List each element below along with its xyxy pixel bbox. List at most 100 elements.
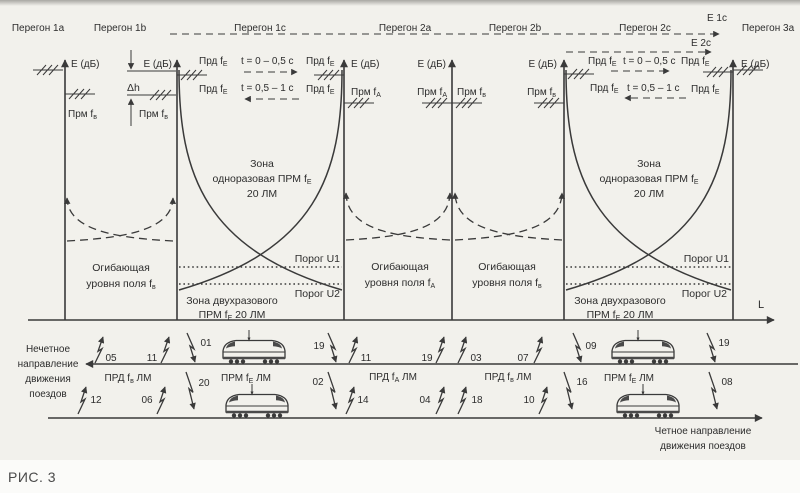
double-zone-line1: Зона двухразового <box>574 295 666 307</box>
lightning-bolt <box>706 332 717 363</box>
transmitter-block-left: Прд fЕ Прд fЕ Прд fЕ Прд fЕ t = 0 – 0,5 … <box>199 56 335 103</box>
double-zone-line2: ПРМ fЕ 20 ЛМ <box>199 309 266 322</box>
channel-number: 07 <box>517 353 529 364</box>
lightning-bolt <box>457 336 468 364</box>
e-db-label-3: E (дБ) <box>351 59 380 70</box>
transmitter-label: Прд fЕ <box>306 56 335 68</box>
section-label-3a: Перегон 3a <box>742 23 795 34</box>
threshold-label-u1: Порог U1 <box>684 253 729 265</box>
track-label-prm-fe-1: ПРМ fЕ ЛМ <box>221 373 271 385</box>
envelope-curve <box>454 192 566 241</box>
envelope-curve <box>345 192 454 241</box>
lightning-bolt <box>538 386 549 415</box>
lightning-bolt <box>94 336 105 364</box>
lightning-bolt <box>327 332 338 363</box>
single-zone-line1: Зона <box>250 158 274 170</box>
envelope-label-line2: уровня поля fв <box>472 277 542 290</box>
section-labels: Перегон 1a Перегон 1b Перегон 1c Перегон… <box>12 13 795 56</box>
channel-number: 20 <box>198 378 210 389</box>
axis-labels: E (дБ) E (дБ) E (дБ) E (дБ) E (дБ) E (дБ… <box>71 59 770 70</box>
e-db-label-4: E (дБ) <box>417 59 446 70</box>
double-zone-line1: Зона двухразового <box>186 295 278 307</box>
channel-number: 05 <box>105 353 117 364</box>
e-db-label-6: E (дБ) <box>741 59 770 70</box>
channel-number: 11 <box>361 353 372 364</box>
delta-h-label: Δh <box>127 82 140 94</box>
signal-curve <box>178 69 343 291</box>
odd-direction-line3: движения <box>25 374 71 385</box>
section-label-2c: Перегон 2c <box>619 23 671 34</box>
track-label-prd-fa: ПРД fА ЛМ <box>369 372 417 384</box>
single-zone-line2: одноразовая ПРМ fЕ <box>212 173 311 186</box>
e-db-label-1: E (дБ) <box>71 59 100 70</box>
zone-annotations: Зона одноразовая ПРМ fЕ 20 ЛМ Зона однор… <box>186 158 699 322</box>
signal-curve <box>565 69 732 291</box>
transmitter-label: Прд fЕ <box>588 56 617 68</box>
track-label-prd-fb-1: ПРД fв ЛМ <box>105 373 152 385</box>
channel-number: 10 <box>523 395 535 406</box>
train-run-e1c-label: E 1c <box>707 13 727 24</box>
figure-caption: РИС. 3 <box>8 469 56 485</box>
receiver-labels: Прм fв Прм fА Прм fА Прм fв Прм fв <box>68 87 556 121</box>
envelope-label-line2: уровня поля fв <box>86 278 156 291</box>
envelope-label-line1: Огибающая <box>478 261 536 273</box>
lightning-bolt <box>156 386 167 415</box>
section-label-1c: Перегон 1c <box>234 23 286 34</box>
threshold-label-u2: Порог U2 <box>682 288 727 300</box>
e-db-label-5: E (дБ) <box>528 59 557 70</box>
time-slot-label-2: t = 0,5 – 1 c <box>241 83 294 94</box>
paper-background <box>0 0 800 460</box>
lightning-bolt <box>327 371 338 410</box>
envelope-curve <box>342 192 451 241</box>
receiver-label-fa-axis4: Прм fА <box>417 87 447 99</box>
envelope-curve <box>451 192 563 241</box>
double-zone-line2: ПРМ fЕ 20 ЛМ <box>587 309 654 322</box>
antenna-height-structure: Δh Прм fв <box>127 50 176 126</box>
channel-number: 19 <box>718 338 730 349</box>
channel-number: 19 <box>421 353 433 364</box>
odd-direction-line4: поездов <box>29 389 66 400</box>
time-slot-label-1: t = 0 – 0,5 c <box>241 56 294 67</box>
section-label-2b: Перегон 2b <box>489 23 542 34</box>
odd-direction-line2: направление <box>18 359 79 370</box>
lightning-bolt <box>435 386 446 415</box>
odd-direction-line1: Нечетное <box>26 344 71 355</box>
envelope-annotations: Огибающая уровня поля fв Огибающая уровн… <box>86 261 542 291</box>
lightning-bolt <box>348 336 359 364</box>
receiver-label-fb-axis5: Прм fв <box>527 87 556 99</box>
transmitter-label: Прд fЕ <box>199 56 228 68</box>
channel-number: 11 <box>147 353 158 364</box>
even-direction-line1: Четное направление <box>655 426 752 437</box>
even-direction-line2: движения поездов <box>660 441 746 452</box>
threshold-label-u2: Порог U2 <box>295 288 340 300</box>
channel-number: 09 <box>585 341 597 352</box>
lightning-bolt <box>435 336 446 364</box>
lightning-bolt <box>185 371 196 410</box>
distance-axis-label: L <box>758 299 764 311</box>
envelope-label-line2: уровня поля fА <box>365 277 436 290</box>
receiver-label-dh: Прм fв <box>139 109 168 121</box>
track-label-prd-fb-2: ПРД fв ЛМ <box>485 372 532 384</box>
e-db-label-2: E (дБ) <box>143 59 172 70</box>
train-run-e2c-label: E 2c <box>691 38 711 49</box>
receiver-label-fb-axis1: Прм fв <box>68 109 97 121</box>
single-zone-line3: 20 ЛМ <box>247 188 277 200</box>
channel-number: 12 <box>90 395 102 406</box>
track-label-prm-fe-2: ПРМ fЕ ЛМ <box>604 373 654 385</box>
lightning-bolt <box>533 336 544 364</box>
envelope-curve <box>63 197 174 242</box>
threshold-label-u1: Порог U1 <box>295 253 340 265</box>
section-label-1a: Перегон 1a <box>12 23 65 34</box>
time-slot-label-2: t = 0,5 – 1 c <box>627 83 680 94</box>
scan-edge-shadow <box>0 0 800 6</box>
transmitter-label: Прд fЕ <box>681 56 710 68</box>
section-label-2a: Перегон 2a <box>379 23 432 34</box>
transmitter-label: Прд fЕ <box>306 84 335 96</box>
envelope-curve <box>66 197 177 242</box>
channel-number: 01 <box>200 338 212 349</box>
channel-number: 08 <box>721 377 733 388</box>
signal-curve <box>565 69 732 291</box>
transmitter-label: Прд fЕ <box>199 84 228 96</box>
